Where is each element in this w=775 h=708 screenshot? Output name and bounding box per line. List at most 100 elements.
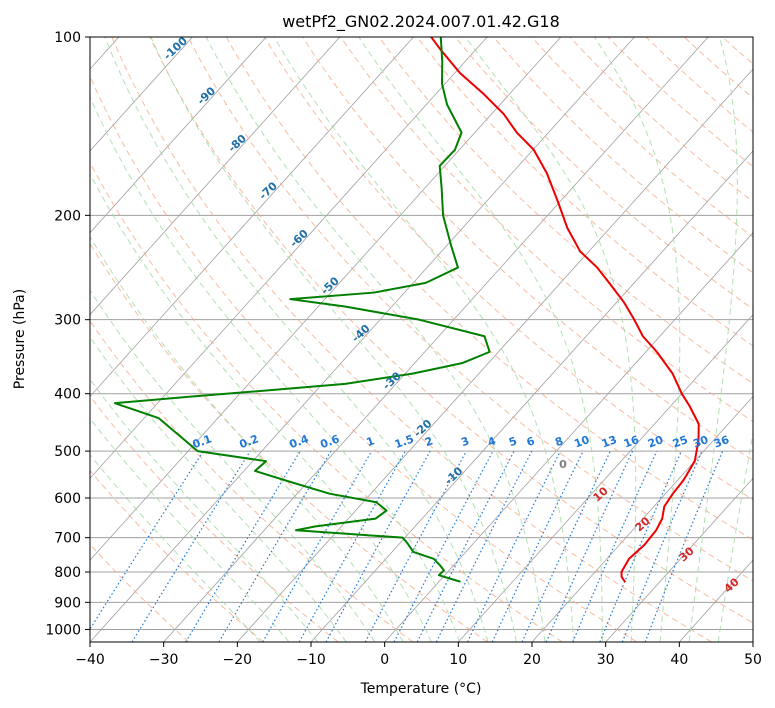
dry-adiabat-line: [645, 37, 753, 133]
x-tick-label: 40: [670, 652, 688, 668]
chart-title: wetPf2_GN02.2024.007.01.42.G18: [282, 12, 560, 32]
mixing-ratio-label: 13: [600, 433, 619, 450]
moist-adiabat-line: [90, 235, 404, 642]
y-tick-label: 500: [54, 444, 81, 460]
mixing-ratio-label: 6: [525, 434, 537, 449]
x-axis: −40 −30 −20 −10 0 10 20 30 40 50: [75, 642, 762, 668]
moist-adiabat-line: [90, 336, 347, 642]
moist-adiabat-line: [90, 172, 432, 642]
isotherm-line: [605, 477, 753, 642]
dry-adiabat-line: [493, 37, 753, 274]
dry-adiabat-line: [90, 242, 488, 642]
dry-adiabat-line: [416, 37, 753, 347]
moist-adiabat-line: [358, 37, 603, 642]
mixing-ratio-line: [218, 450, 332, 642]
mixing-ratio-line: [572, 450, 658, 642]
mixing-ratio-label: 0.2: [238, 432, 261, 451]
isotherm-line: [163, 37, 709, 642]
mixing-ratio-label: 0.6: [318, 432, 341, 451]
dry-adiabat-line: [90, 161, 563, 642]
mixing-ratio-label: 1: [365, 434, 377, 449]
moist-adiabat-line: [90, 453, 261, 642]
dry-adiabat-label: 40: [722, 575, 742, 595]
level-marker-label: 0: [559, 458, 567, 471]
y-tick-label: 400: [54, 387, 81, 403]
mixing-ratio-label: 0.4: [288, 432, 311, 451]
x-tick-label: −40: [75, 652, 105, 668]
moist-adiabat-line: [90, 378, 319, 642]
y-axis-title: Pressure (hPa): [12, 289, 28, 389]
dry-adiabat-line: [187, 37, 753, 582]
isotherm-label: -50: [318, 274, 342, 297]
mixing-ratio-line: [262, 450, 373, 642]
dry-adiabat-line: [264, 37, 753, 501]
mixing-ratio-label: 25: [671, 433, 690, 450]
isotherm-line: [90, 37, 267, 234]
mixing-ratio-label: 30: [691, 433, 710, 451]
dry-adiabat-line: [225, 37, 753, 541]
x-tick-label: 50: [744, 652, 762, 668]
moist-adiabat-line: [90, 417, 290, 642]
isotherm-label: -100: [161, 34, 190, 63]
mixing-ratio-label: 3: [459, 434, 471, 449]
moist-adiabat-line: [593, 37, 681, 642]
isotherm-label: -30: [380, 369, 404, 392]
y-tick-label: 300: [54, 313, 81, 329]
y-axis: 100 200 300 400 500 600 700 800 900 1000: [45, 30, 90, 638]
dry-adiabat-label: 30: [677, 544, 697, 564]
moist-adiabat-line: [688, 37, 738, 642]
x-tick-label: −10: [296, 652, 326, 668]
mixing-ratio-line: [90, 450, 204, 631]
x-tick-label: −20: [223, 652, 253, 668]
mixing-ratio-label: 10: [572, 433, 591, 451]
moist-adiabat-line: [717, 430, 753, 642]
mixing-ratio-line: [621, 450, 703, 642]
dry-adiabat-line: [111, 37, 712, 642]
x-tick-label: −30: [149, 652, 179, 668]
isotherm-line: [90, 37, 488, 479]
y-tick-label: 1000: [45, 622, 81, 638]
y-tick-label: 900: [54, 595, 81, 611]
isotherm-label: -60: [287, 227, 311, 250]
isotherm-line: [237, 68, 753, 642]
dewpoint-profile-line: [113, 37, 491, 583]
dry-adiabat-line: [90, 543, 190, 642]
moist-adiabat-line: [90, 289, 376, 642]
mixing-ratio-label: 5: [507, 434, 519, 449]
mixing-ratio-line: [466, 450, 561, 642]
mixing-ratio-line: [599, 450, 682, 642]
mixing-ratio-line: [545, 450, 634, 642]
mixing-ratio-line: [491, 450, 584, 642]
isotherm-label: -70: [257, 179, 281, 202]
mixing-ratio-label: 0.1: [191, 432, 214, 451]
annotations: 0.1 0.2 0.4 0.6 1 1.5 2 3 4 5 6 8 10 13 16 20 25 30 36-100…: [161, 34, 742, 595]
mixing-ratio-label: 16: [622, 433, 641, 451]
y-tick-label: 200: [54, 208, 81, 224]
isotherm-line: [90, 37, 414, 398]
mixing-ratio-label: 4: [486, 434, 498, 449]
mixing-ratio-label: 2: [423, 434, 435, 449]
isotherm-line: [90, 37, 635, 642]
mixing-ratio-line: [185, 450, 301, 642]
mixing-ratio-line: [131, 450, 251, 642]
isotherm-line: [458, 313, 753, 642]
dry-adiabat-label: 10: [591, 484, 611, 504]
dry-adiabat-line: [90, 469, 264, 642]
isotherm-line: [90, 37, 193, 152]
isotherm-label: -20: [411, 417, 435, 440]
dry-adiabat-line: [531, 37, 753, 238]
dry-adiabat-line: [683, 37, 753, 99]
mixing-ratio-line: [298, 450, 406, 642]
mixing-ratio-line: [416, 450, 515, 642]
isotherm-line: [752, 641, 753, 642]
mixing-ratio-line: [521, 450, 611, 642]
x-tick-label: 30: [597, 652, 615, 668]
moist-adiabat-line: [150, 37, 517, 642]
isotherm-line: [531, 395, 753, 642]
moist-adiabat-line: [90, 95, 461, 642]
dry-adiabat-line: [90, 320, 414, 642]
x-tick-label: 0: [380, 652, 389, 668]
dry-adiabat-line: [454, 37, 753, 310]
isotherm-line: [90, 37, 341, 316]
